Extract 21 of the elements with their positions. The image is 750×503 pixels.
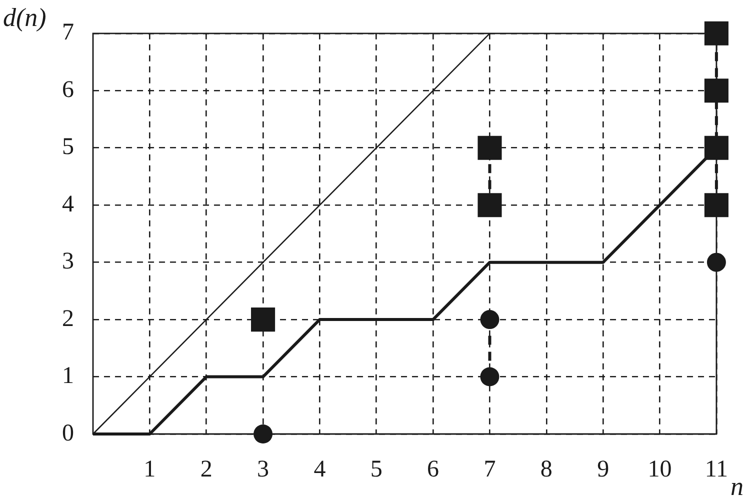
x-tick-label: 3 — [257, 456, 270, 483]
x-tick-label: 2 — [200, 456, 212, 483]
x-tick-label: 11 — [704, 456, 728, 483]
y-tick-label: 0 — [62, 420, 74, 446]
x-tick-label: 8 — [540, 456, 552, 483]
y-tick-label: 3 — [62, 248, 74, 275]
x-tick-label: 4 — [314, 456, 326, 483]
y-tick-label: 4 — [62, 191, 74, 218]
y-tick-label: 6 — [62, 76, 74, 103]
x-tick-label: 10 — [648, 456, 672, 483]
x-tick-label: 7 — [484, 456, 496, 483]
y-tick-label: 1 — [62, 363, 74, 390]
x-tick-label: 9 — [597, 456, 610, 483]
y-axis-title: d(n) — [3, 3, 46, 32]
x-tick-label: 6 — [427, 456, 440, 483]
y-tick-label: 2 — [62, 306, 74, 332]
x-tick-label: 1 — [144, 456, 156, 483]
x-tick-label: 5 — [370, 456, 382, 483]
y-tick-label: 5 — [62, 134, 74, 160]
x-axis-title: n — [730, 472, 744, 501]
y-tick-label: 7 — [62, 20, 74, 46]
